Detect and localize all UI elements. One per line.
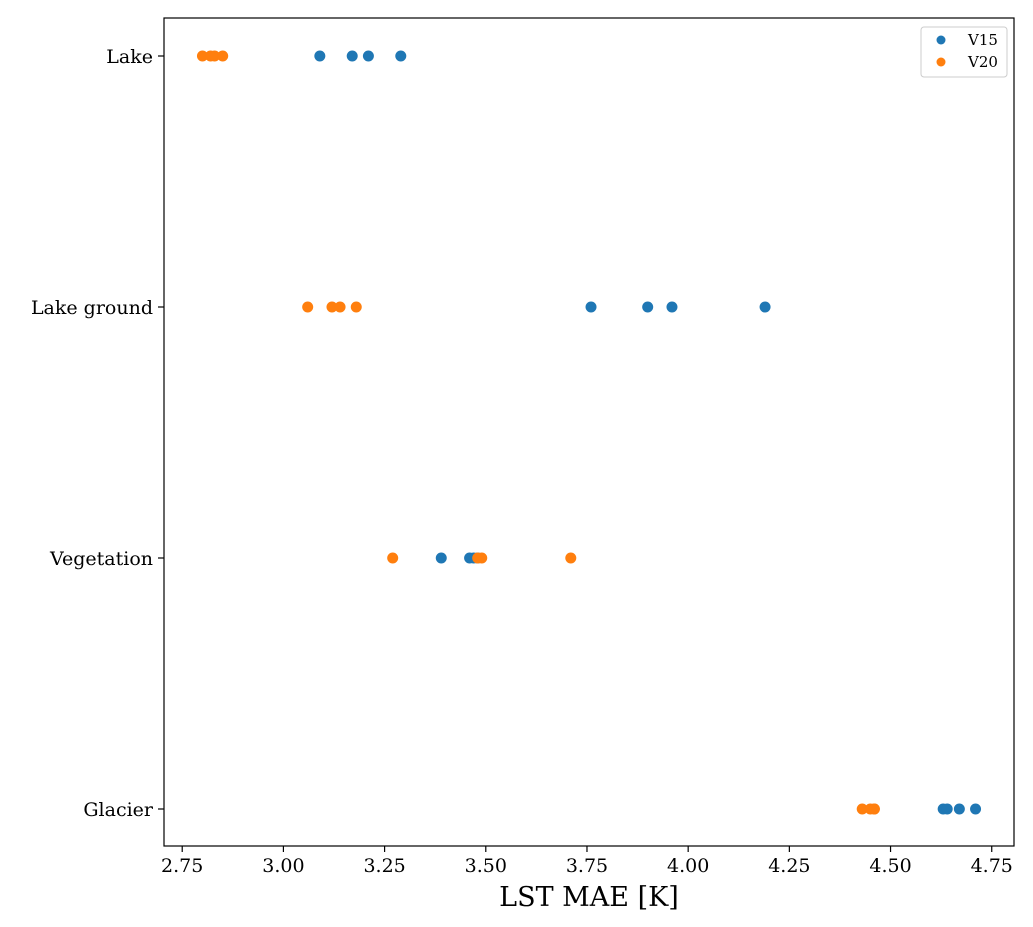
data-point-v20 bbox=[196, 50, 208, 62]
axes-frame bbox=[163, 17, 1015, 847]
y-tick-label: Glacier bbox=[83, 799, 154, 821]
x-tick-label: 3.00 bbox=[262, 855, 304, 877]
data-point-v15 bbox=[314, 50, 326, 62]
y-tick-label: Lake bbox=[106, 46, 153, 68]
x-tick-label: 4.25 bbox=[768, 855, 810, 877]
data-point-v20 bbox=[217, 50, 229, 62]
y-axis-ticks: Lake Lake ground Vegetation Glacier bbox=[31, 46, 164, 821]
data-point-v20 bbox=[476, 552, 488, 564]
data-point-v15 bbox=[362, 50, 374, 62]
data-point-v20 bbox=[868, 803, 880, 815]
x-tick-label: 4.00 bbox=[667, 855, 709, 877]
data-point-v20 bbox=[387, 552, 399, 564]
data-point-v15 bbox=[395, 50, 407, 62]
data-point-v20 bbox=[856, 803, 868, 815]
legend-marker-v20 bbox=[936, 57, 946, 67]
x-tick-label: 2.75 bbox=[161, 855, 203, 877]
x-axis-ticks: 2.75 3.00 3.25 3.50 3.75 4.00 4.25 4.50 4.75 bbox=[161, 846, 1013, 877]
data-point-v15 bbox=[435, 552, 447, 564]
data-point-v20 bbox=[334, 301, 346, 313]
y-tick-label: Lake ground bbox=[31, 297, 153, 319]
x-tick-label: 4.50 bbox=[869, 855, 911, 877]
data-point-v15 bbox=[759, 301, 771, 313]
data-markers bbox=[196, 50, 982, 815]
x-tick-label: 3.75 bbox=[566, 855, 608, 877]
legend-marker-v15 bbox=[936, 35, 946, 45]
data-point-v15 bbox=[585, 301, 597, 313]
data-point-v20 bbox=[565, 552, 577, 564]
legend-label-v20: V20 bbox=[967, 53, 998, 71]
legend-label-v15: V15 bbox=[967, 31, 998, 49]
x-tick-label: 3.25 bbox=[363, 855, 405, 877]
data-point-v20 bbox=[209, 50, 221, 62]
x-tick-label: 3.50 bbox=[465, 855, 507, 877]
x-tick-label: 4.75 bbox=[971, 855, 1013, 877]
data-point-v15 bbox=[346, 50, 358, 62]
data-point-v15 bbox=[642, 301, 654, 313]
data-point-v15 bbox=[941, 803, 953, 815]
data-point-v20 bbox=[350, 301, 362, 313]
data-point-v20 bbox=[302, 301, 314, 313]
data-point-v15 bbox=[970, 803, 982, 815]
data-point-v20 bbox=[326, 301, 338, 313]
data-point-v15 bbox=[953, 803, 965, 815]
x-axis-title: LST MAE [K] bbox=[499, 882, 679, 913]
data-point-v15 bbox=[666, 301, 678, 313]
y-tick-label: Vegetation bbox=[49, 548, 153, 570]
